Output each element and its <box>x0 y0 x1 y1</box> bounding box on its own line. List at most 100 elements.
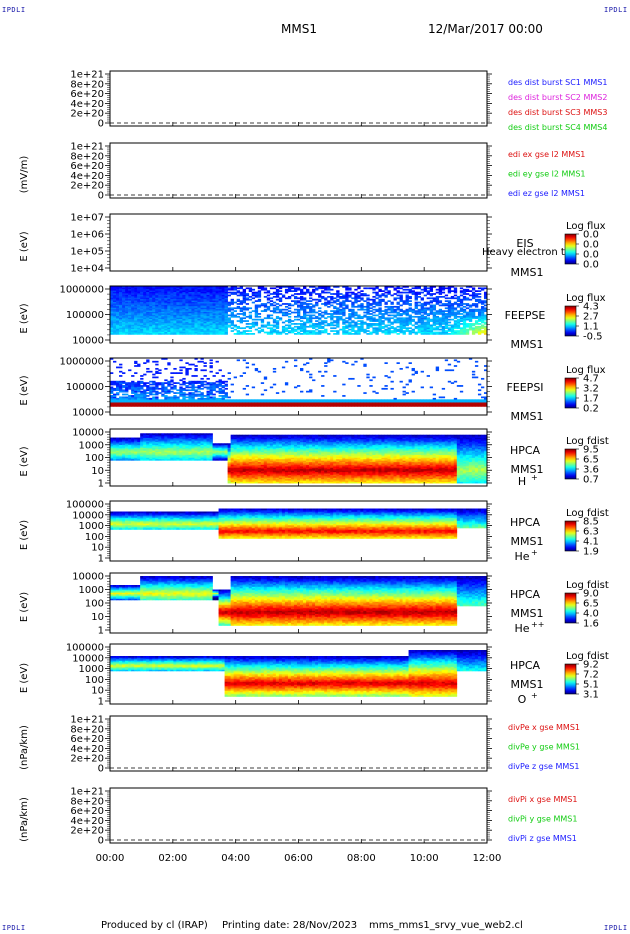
instrument-label: HPCA <box>510 659 541 672</box>
y-tick-label: 100000 <box>66 500 104 511</box>
colorbar-tick-label: 0.0 <box>583 250 599 261</box>
y-tick-label: 1e+06 <box>70 230 104 241</box>
panel-eis: 1e+07 1e+06 1e+05 1e+04 E (eV) EIS MMS1 Heavy e… <box>19 213 606 280</box>
colorbar-tick-label: 4.3 <box>583 302 599 313</box>
x-tick-label: 08:00 <box>347 853 376 864</box>
legend-entry: edi ey gse l2 MMS1 <box>508 170 586 179</box>
header-spacecraft: MMS1 <box>281 22 317 36</box>
spacecraft-label: MMS1 <box>511 266 544 279</box>
colorbar-tick-label: 2.7 <box>583 312 599 323</box>
y-tick-label: 8e+20 <box>70 79 104 90</box>
y-tick-label: 10000 <box>72 408 104 419</box>
colorbar <box>564 377 577 409</box>
panel-frame <box>109 787 488 844</box>
corner-label-bottom-right: IPDLI <box>604 924 628 932</box>
y-axis-label: E (eV) <box>19 231 30 261</box>
colorbar-tick-label: 0.0 <box>583 260 599 271</box>
y-tick-label: 1e+05 <box>70 247 104 258</box>
y-tick-label: 8e+20 <box>70 724 104 735</box>
y-tick-label: 10 <box>91 543 104 554</box>
colorbar-tick-label: 0.0 <box>583 240 599 251</box>
y-tick-label: 10000 <box>72 428 104 439</box>
colorbar-tick-label: 9.5 <box>583 445 599 456</box>
x-tick-label: 10:00 <box>410 853 439 864</box>
spacecraft-label: MMS1 <box>511 607 544 620</box>
spectrogram-hpca_h <box>110 433 488 484</box>
colorbar-tick-label: 3.1 <box>583 690 599 701</box>
legend-entry: des dist burst SC1 MMS1 <box>508 78 607 87</box>
colorbar-title: Log flux <box>566 365 606 376</box>
y-tick-label: 100000 <box>66 310 104 321</box>
y-tick-label: 10 <box>91 466 104 477</box>
spectrogram-hpca_o <box>110 650 488 697</box>
y-tick-label: 1e+21 <box>70 142 104 153</box>
y-tick-label: 1000000 <box>59 357 104 368</box>
y-tick-label: 0 <box>98 191 104 202</box>
overlay-label: Heavy electron to <box>482 247 571 258</box>
colorbar-title: Log fdist <box>566 508 609 519</box>
y-tick-label: 1 <box>98 626 104 637</box>
species-label: He <box>514 622 529 635</box>
legend-entry: des dist burst SC2 MMS2 <box>508 93 607 102</box>
y-tick-label: 1000 <box>79 585 104 596</box>
y-tick-label: 4e+20 <box>70 816 104 827</box>
legend-entry: divPe z gse MMS1 <box>508 762 579 771</box>
y-tick-label: 100 <box>85 453 104 464</box>
colorbar-tick-label: 0.0 <box>583 230 599 241</box>
y-tick-label: 10000 <box>72 336 104 347</box>
y-tick-label: 0 <box>98 119 104 130</box>
spectrogram-hpca_he <box>110 508 488 539</box>
spectrogram-feepsi <box>110 358 488 407</box>
panel-feepse: 1000000 100000 10000 E (eV) FEEPSE MMS1 Log fl… <box>19 285 606 352</box>
footer-file: mms_mms1_srvy_vue_web2.cl <box>369 920 523 931</box>
colorbar-tick-label: 6.3 <box>583 527 599 538</box>
y-tick-label: 1000 <box>79 664 104 675</box>
colorbar-tick-label: 6.5 <box>583 455 599 466</box>
instrument-label: HPCA <box>510 588 541 601</box>
y-tick-label: 1000 <box>79 440 104 451</box>
spacecraft-label: MMS1 <box>511 338 544 351</box>
colorbar <box>564 663 577 695</box>
instrument-label: HPCA <box>510 444 541 457</box>
spectrogram-feepse <box>110 286 488 335</box>
y-tick-label: 100 <box>85 675 104 686</box>
y-axis-label: E (eV) <box>19 303 30 333</box>
y-tick-label: 4e+20 <box>70 744 104 755</box>
species-charge: + <box>531 548 538 557</box>
spacecraft-label: MMS1 <box>511 678 544 691</box>
colorbar-tick-label: 9.2 <box>583 660 599 671</box>
y-axis-label: E (eV) <box>19 663 30 693</box>
colorbar-tick-label: 6.5 <box>583 599 599 610</box>
corner-label-bottom-left: IPDLI <box>2 924 26 932</box>
y-tick-label: 1e+21 <box>70 70 104 81</box>
y-axis-label: (nPa/km) <box>19 725 30 770</box>
y-tick-label: 6e+20 <box>70 89 104 100</box>
colorbar-title: Log fdist <box>566 436 609 447</box>
y-tick-label: 10000 <box>72 653 104 664</box>
colorbar <box>564 305 577 337</box>
y-axis-label: E (eV) <box>19 520 30 550</box>
x-tick-label: 02:00 <box>158 853 187 864</box>
y-tick-label: 10 <box>91 612 104 623</box>
y-tick-label: 6e+20 <box>70 734 104 745</box>
legend-entry: divPi y gse MMS1 <box>508 815 577 824</box>
legend-entry: edi ex gse l2 MMS1 <box>508 150 585 159</box>
corner-label-top-right: IPDLI <box>604 6 628 14</box>
colorbar <box>564 233 577 265</box>
colorbar-tick-label: 3.6 <box>583 465 599 476</box>
legend-entry: divPi x gse MMS1 <box>508 795 577 804</box>
colorbar-title: Log fdist <box>566 580 609 591</box>
panel-frame <box>109 715 488 772</box>
colorbar-tick-label: 7.2 <box>583 670 599 681</box>
y-axis-label: E (eV) <box>19 592 30 622</box>
panel-frame <box>109 213 488 272</box>
spacecraft-label: MMS1 <box>511 463 544 476</box>
colorbar <box>564 448 577 480</box>
legend-entry: divPe x gse MMS1 <box>508 723 580 732</box>
x-tick-label: 06:00 <box>284 853 313 864</box>
species-charge: + <box>531 691 538 700</box>
spacecraft-label: MMS1 <box>511 410 544 423</box>
